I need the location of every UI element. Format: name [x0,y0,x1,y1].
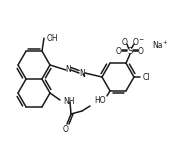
Text: HO: HO [94,96,106,105]
Text: −: − [138,37,144,42]
Text: NH: NH [63,97,75,105]
Text: O: O [133,38,139,47]
Text: +: + [162,40,167,45]
Text: Cl: Cl [142,73,150,81]
Text: OH: OH [47,34,59,43]
Text: O: O [122,38,128,47]
Text: O: O [116,47,122,56]
Text: N: N [65,66,71,74]
Text: S: S [127,47,133,56]
Text: Na: Na [152,41,163,50]
Text: O: O [138,47,144,56]
Text: O: O [63,124,69,133]
Text: N: N [79,69,85,78]
